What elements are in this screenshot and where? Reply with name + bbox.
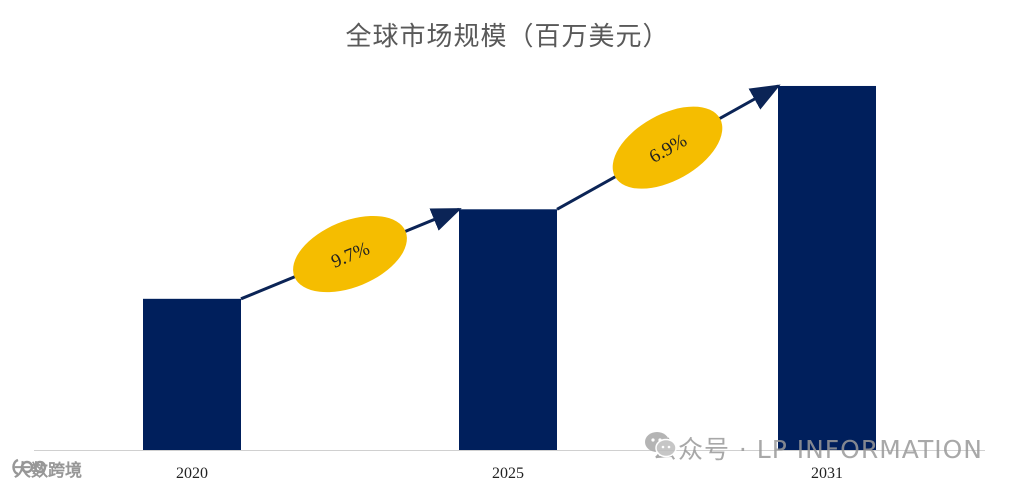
x-tick-label-2025: 2025 [492,465,524,482]
bar-2031 [778,85,876,450]
x-tick-label-2020: 2020 [176,465,208,482]
growth-badge-1 [293,215,407,293]
watermark-right-text: 公众号 · LP INFORMATION [651,435,983,464]
bar-2020 [143,298,241,450]
watermark-right: 公众号 · LP INFORMATION [644,430,983,466]
bar-2025 [459,209,557,450]
chart-title: 全球市场规模（百万美元） [345,22,670,52]
growth-badge-2 [612,106,723,189]
x-tick-label-2031: 2031 [811,465,843,482]
watermark-left: 大数跨境 [10,456,82,481]
